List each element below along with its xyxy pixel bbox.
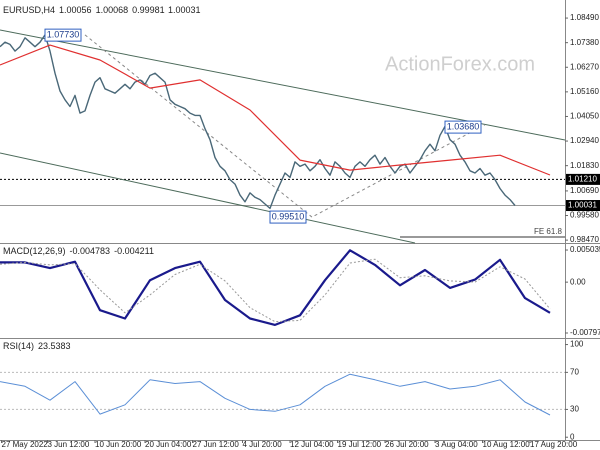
annotation-box (44, 28, 82, 42)
series-line (0, 44, 551, 176)
trendline (0, 152, 416, 244)
panel-title-name: EURUSD,H4 (3, 5, 55, 15)
panel-title-value: 0.99981 (132, 5, 165, 15)
y-tick-label: 1.06270 (570, 62, 599, 71)
annotation-label: 1.03680 (447, 121, 480, 131)
panel-title-name: MACD(12,26,9) (3, 246, 66, 256)
y-tick-label: 1.02940 (570, 136, 599, 145)
x-tick-label: 3 Aug 04:00 (435, 440, 478, 449)
y-tick-label: 70 (570, 367, 579, 376)
watermark: ActionForex.com (385, 53, 535, 75)
x-tick-label: 4 Jul 20:00 (243, 440, 283, 449)
panel-title: RSI(14) 23.5383 (3, 341, 71, 351)
panel-title: MACD(12,26,9) -0.004783 -0.004211 (3, 246, 154, 256)
annotation-box (269, 210, 307, 224)
price-label-box (566, 200, 600, 212)
y-tick-label: 30 (570, 405, 579, 414)
trendline-label: FE 61.8 (534, 227, 563, 236)
trendline (84, 34, 486, 218)
panel-title-value: 1.00031 (168, 5, 201, 15)
x-tick-label: 10 Aug 12:00 (483, 440, 531, 449)
y-tick-label: 1.04050 (570, 112, 599, 121)
annotation-label: 0.99510 (272, 211, 305, 221)
y-tick-label: 1.07380 (570, 38, 599, 47)
panel-title-value: 1.00068 (96, 5, 129, 15)
y-tick-label: 0.00 (570, 277, 586, 286)
y-tick-label: 1.00690 (570, 186, 599, 195)
y-tick-label: 0.005035 (570, 245, 600, 254)
x-tick-label: 20 Jun 04:00 (145, 440, 192, 449)
y-tick-label: 100 (570, 340, 584, 349)
y-tick-label: 0.99580 (570, 211, 599, 220)
y-tick-label: 0 (570, 432, 575, 441)
price-label-box (566, 173, 600, 185)
y-tick-label: 1.05160 (570, 87, 599, 96)
panel-title: EURUSD,H4 1.00056 1.00068 0.99981 1.00031 (3, 5, 201, 15)
x-tick-label: 12 Jul 04:00 (290, 440, 334, 449)
panel-title-value: 1.00056 (59, 5, 92, 15)
x-tick-label: 27 May 2022 (2, 440, 49, 449)
annotation-label: 1.07730 (47, 30, 80, 40)
panel-title-value: 23.5383 (38, 341, 71, 351)
x-tick-label: 27 Jun 12:00 (193, 440, 240, 449)
series-line (0, 34, 516, 210)
x-tick-label: 3 Jun 12:00 (48, 440, 90, 449)
x-tick-label: 19 Jul 12:00 (338, 440, 382, 449)
y-tick-label: -0.007973 (570, 328, 600, 337)
series-line (0, 373, 551, 416)
x-tick-label: 26 Jul 20:00 (385, 440, 429, 449)
y-tick-label: 0.98470 (570, 235, 599, 244)
x-tick-label: 17 Aug 20:00 (530, 440, 578, 449)
series-line (0, 249, 551, 326)
x-tick-label: 10 Jun 20:00 (95, 440, 142, 449)
y-tick-label: 1.01830 (570, 161, 599, 170)
annotation-box (444, 120, 482, 134)
y-tick-label: 1.08490 (570, 13, 599, 22)
price-label: 1.00031 (568, 201, 597, 210)
panel-title-name: RSI(14) (3, 341, 34, 351)
price-label: 1.01210 (568, 175, 597, 184)
panel-title-value: -0.004783 (70, 246, 111, 256)
panel-title-value: -0.004211 (114, 246, 154, 256)
